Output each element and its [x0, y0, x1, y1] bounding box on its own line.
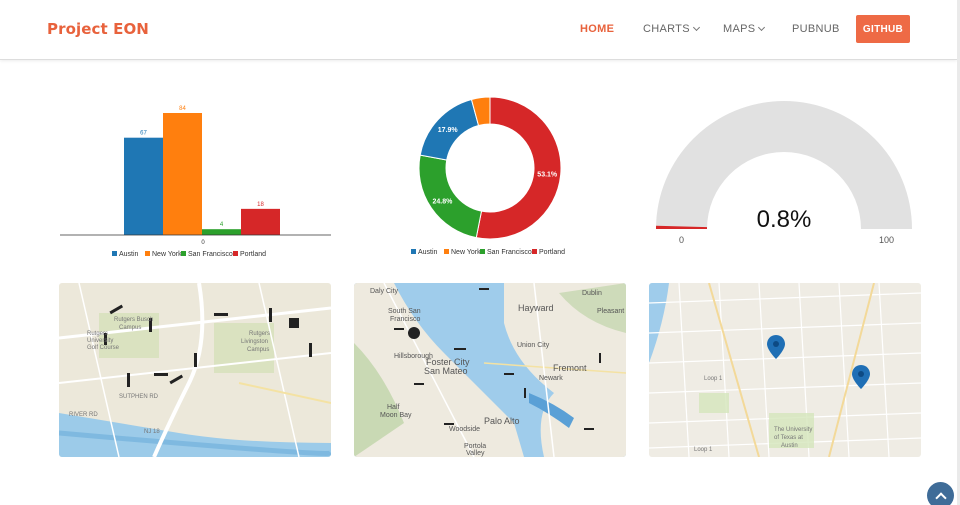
- donut-data-label: 17.9%: [438, 127, 459, 134]
- donut-data-label: 53.1%: [537, 172, 558, 179]
- x-axis-tick-label: 0: [201, 240, 205, 246]
- map-label: The University: [774, 427, 812, 433]
- gauge-max-label: 100: [879, 235, 894, 245]
- map-label: Livingston: [241, 339, 268, 345]
- legend-label: New York: [451, 249, 481, 256]
- gauge-fill: [656, 225, 708, 229]
- map-label: Francisco: [390, 316, 420, 323]
- legend-label: Portland: [240, 251, 266, 258]
- map-label: Moon Bay: [380, 412, 412, 419]
- map-label: SUTPHEN RD: [119, 394, 159, 400]
- map-label: Hayward: [518, 303, 554, 313]
- map-label: Valley: [466, 450, 485, 457]
- map-bay-area-tiles: Daly City South San Francisco Hayward Du…: [354, 283, 626, 457]
- map-label: Austin: [781, 443, 798, 449]
- arrow-up-icon: [934, 491, 947, 504]
- github-button[interactable]: GITHUB: [856, 15, 910, 43]
- map-label: Loop 1: [694, 447, 713, 453]
- map-label: San Mateo: [424, 366, 468, 376]
- map-label: Campus: [119, 325, 141, 331]
- bar: [241, 208, 280, 235]
- top-navbar: Project EON HOME CHARTS MAPS PUBNUB GITH…: [0, 0, 957, 60]
- bar-data-label: 18: [257, 202, 264, 208]
- map-rutgers[interactable]: Rutgers Busch Campus Rutgers University …: [59, 283, 331, 457]
- nav-home-label: HOME: [580, 23, 615, 35]
- legend-swatch: [233, 251, 238, 256]
- donut-slice: [470, 96, 491, 127]
- map-label: Fremont: [553, 363, 587, 373]
- map-bay-area[interactable]: Daly City South San Francisco Hayward Du…: [354, 283, 626, 457]
- gauge-min-label: 0: [679, 235, 684, 245]
- back-to-top-button[interactable]: [927, 482, 954, 505]
- location-pin-icon[interactable]: [767, 335, 785, 359]
- map-label: Rutgers: [249, 331, 270, 337]
- legend-label: Austin: [119, 251, 139, 258]
- map-label: Portola: [464, 443, 486, 450]
- gauge-chart: 0.8% 0 100: [656, 101, 912, 245]
- legend-label: Portland: [539, 249, 565, 256]
- legend-label: San Francisco: [188, 251, 233, 258]
- map-label: Hillsborough: [394, 353, 433, 360]
- nav-pubnub-label: PUBNUB: [792, 23, 840, 35]
- map-label: University: [87, 338, 113, 344]
- nav-maps-label: MAPS: [723, 23, 756, 35]
- nav-charts[interactable]: CHARTS: [643, 23, 700, 35]
- legend-label: Austin: [418, 249, 438, 256]
- bar: [124, 137, 163, 235]
- legend-swatch: [444, 249, 449, 254]
- map-label: RIVER RD: [69, 412, 98, 418]
- map-label: Pleasant: [597, 308, 624, 315]
- map-label: Daly City: [370, 288, 399, 295]
- map-austin[interactable]: The University of Texas at Austin Loop 1…: [649, 283, 921, 457]
- chevron-down-icon: [692, 23, 700, 32]
- legend-swatch: [112, 251, 117, 256]
- donut-slice: [418, 154, 483, 239]
- bar-data-label: 67: [140, 131, 147, 137]
- donut-chart: 53.1% 24.8% 17.9% Austin New York San Francis…: [411, 96, 565, 256]
- legend-swatch: [480, 249, 485, 254]
- bar: [163, 113, 202, 235]
- map-label: Newark: [539, 375, 563, 382]
- donut-slice: [475, 96, 562, 240]
- bar: [202, 229, 241, 235]
- map-label: Rutgers Busch: [114, 317, 153, 323]
- map-label: Woodside: [449, 426, 480, 433]
- map-label: South San: [388, 308, 421, 315]
- map-label: Rutgers: [87, 331, 108, 337]
- map-label: Palo Alto: [484, 416, 520, 426]
- map-label: Loop 1: [704, 376, 723, 382]
- donut-data-label: 24.8%: [433, 198, 454, 205]
- bar-chart: 67 84 4 18 0 Austin New York San Francisco Portl…: [60, 106, 331, 258]
- legend-swatch: [181, 251, 186, 256]
- location-pin-icon[interactable]: [852, 365, 870, 389]
- map-label: Dublin: [582, 290, 602, 297]
- gauge-track: [656, 101, 912, 229]
- gauge-value-label: 0.8%: [757, 206, 812, 233]
- map-label: NJ 18: [144, 429, 160, 435]
- map-austin-tiles: The University of Texas at Austin Loop 1…: [649, 283, 921, 457]
- map-label: Union City: [517, 342, 550, 349]
- chevron-down-icon: [758, 23, 766, 32]
- map-label: Golf Course: [87, 345, 120, 351]
- brand-logo[interactable]: Project EON: [47, 20, 149, 38]
- legend-label: San Francisco: [487, 249, 532, 256]
- bar-data-label: 84: [179, 106, 186, 112]
- nav-pubnub[interactable]: PUBNUB: [792, 23, 840, 35]
- map-rutgers-tiles: Rutgers Busch Campus Rutgers University …: [59, 283, 331, 457]
- nav-maps[interactable]: MAPS: [723, 23, 766, 35]
- nav-charts-label: CHARTS: [643, 23, 690, 35]
- bar-data-label: 4: [220, 222, 224, 228]
- map-label: Foster City: [426, 357, 470, 367]
- scrollbar[interactable]: [957, 0, 960, 505]
- map-label: Campus: [247, 347, 269, 353]
- map-label: Half: [387, 404, 400, 411]
- map-label: of Texas at: [774, 435, 803, 441]
- legend-label: New York: [152, 251, 182, 258]
- legend-swatch: [145, 251, 150, 256]
- nav-home[interactable]: HOME: [580, 23, 614, 35]
- legend-swatch: [411, 249, 416, 254]
- github-button-label: GITHUB: [862, 23, 904, 35]
- legend-swatch: [532, 249, 537, 254]
